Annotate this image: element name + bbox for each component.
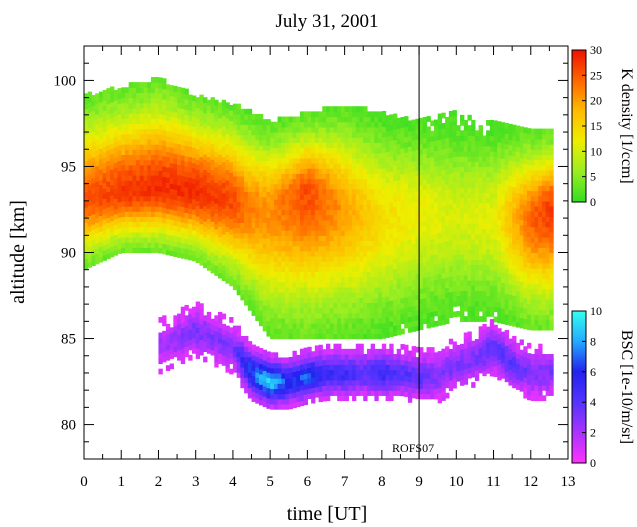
x-tick-label-3: 3 bbox=[192, 474, 200, 490]
colorbar-tick-label: 2 bbox=[590, 426, 596, 440]
colorbar-title: K density [1/ccm] bbox=[618, 68, 635, 184]
y-tick-label-95: 95 bbox=[61, 159, 76, 175]
x-tick-label-4: 4 bbox=[229, 474, 237, 490]
colorbar-tick-label: 25 bbox=[590, 68, 602, 82]
x-tick-label-13: 13 bbox=[561, 474, 576, 490]
x-tick-label-5: 5 bbox=[266, 474, 274, 490]
chart-title: July 31, 2001 bbox=[276, 11, 379, 32]
x-tick-label-12: 12 bbox=[523, 474, 538, 490]
colorbar-tick-label: 5 bbox=[590, 170, 596, 184]
x-tick-label-11: 11 bbox=[486, 474, 500, 490]
y-tick-label-85: 85 bbox=[61, 332, 76, 348]
x-tick-label-9: 9 bbox=[415, 474, 423, 490]
y-tick-label-80: 80 bbox=[61, 418, 76, 434]
y-axis-label: altitude [km] bbox=[7, 200, 29, 304]
k-density-field bbox=[84, 76, 554, 340]
colorbar-tick-label: 8 bbox=[590, 334, 596, 348]
x-tick-label-1: 1 bbox=[117, 474, 125, 490]
colorbar-tick-label: 10 bbox=[590, 304, 602, 318]
colorbar-title: BSC [1e-10/m/sr] bbox=[618, 330, 635, 444]
colorbar-tick-label: 0 bbox=[590, 456, 596, 470]
x-tick-label-10: 10 bbox=[449, 474, 464, 490]
x-tick-label-6: 6 bbox=[304, 474, 312, 490]
colorbar-tick-label: 4 bbox=[590, 395, 596, 409]
x-tick-label-8: 8 bbox=[378, 474, 386, 490]
y-axis: 80 85 90 95 100 bbox=[54, 45, 568, 460]
colorbar-tick-label: 6 bbox=[590, 365, 596, 379]
colorbar-tick-label: 0 bbox=[590, 195, 596, 209]
bsc-field bbox=[158, 301, 554, 410]
colorbar-tick-label: 20 bbox=[590, 94, 602, 108]
x-tick-label-7: 7 bbox=[341, 474, 349, 490]
x-axis-label: time [UT] bbox=[287, 503, 368, 525]
y-tick-label-90: 90 bbox=[61, 246, 76, 262]
k-density-colorbar: 0 5 10 15 20 25 30 K density [1/ccm] bbox=[571, 43, 635, 209]
colorbar-tick-label: 30 bbox=[590, 43, 602, 57]
colorbar-tick-label: 10 bbox=[590, 144, 602, 158]
bsc-colorbar: 0 2 4 6 8 10 BSC [1e-10/m/sr] bbox=[571, 304, 635, 470]
y-tick-label-100: 100 bbox=[54, 73, 77, 89]
bsc-colorbar-bar bbox=[571, 310, 587, 464]
colorbar-tick-label: 15 bbox=[590, 119, 602, 133]
vertical-marker-label: ROFS07 bbox=[392, 441, 434, 455]
x-tick-label-0: 0 bbox=[80, 474, 88, 490]
x-tick-label-2: 2 bbox=[155, 474, 163, 490]
x-axis: 0 1 2 3 4 5 6 7 8 9 10 11 12 13 bbox=[80, 46, 576, 490]
